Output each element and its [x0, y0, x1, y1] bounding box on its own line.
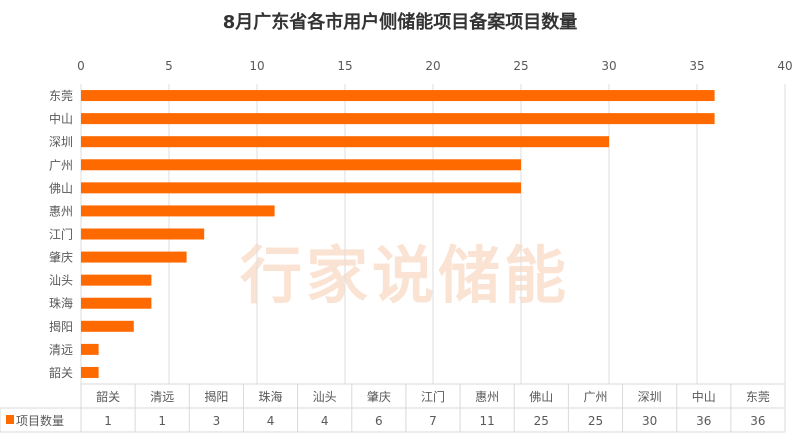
table-category: 东莞 — [746, 390, 770, 404]
y-tick-label: 东莞 — [49, 89, 73, 103]
bar-韶关 — [81, 366, 99, 378]
table-value: 25 — [588, 414, 603, 428]
y-tick-label: 汕头 — [49, 274, 73, 288]
legend-swatch — [6, 415, 14, 424]
y-tick-label: 佛山 — [49, 181, 73, 195]
bar-清远 — [81, 343, 99, 355]
table-category: 广州 — [583, 390, 607, 404]
bar-东莞 — [81, 90, 715, 102]
bar-珠海 — [81, 297, 152, 309]
x-tick-label: 15 — [337, 59, 352, 73]
table-value: 30 — [642, 414, 657, 428]
x-tick-label: 0 — [77, 59, 85, 73]
x-tick-label: 10 — [249, 59, 264, 73]
y-tick-label: 揭阳 — [49, 319, 73, 334]
x-tick-label: 25 — [513, 59, 528, 73]
bar-佛山 — [81, 182, 521, 194]
y-tick-label: 韶关 — [49, 365, 73, 380]
x-tick-label: 30 — [601, 59, 616, 73]
table-value: 4 — [321, 414, 329, 428]
legend-label: 项目数量 — [16, 413, 64, 428]
watermark: 行家说储能 — [240, 239, 571, 312]
table-value: 4 — [267, 414, 275, 428]
table-category: 清远 — [150, 390, 174, 404]
table-value: 36 — [750, 414, 765, 428]
table-value: 1 — [104, 414, 112, 428]
bar-汕头 — [81, 274, 152, 286]
bar-广州 — [81, 159, 521, 171]
table-category: 中山 — [692, 389, 716, 404]
y-tick-label: 江门 — [49, 227, 73, 242]
table-value: 36 — [696, 414, 711, 428]
x-tick-label: 40 — [777, 59, 792, 73]
table-category: 深圳 — [638, 390, 662, 404]
bar-中山 — [81, 113, 715, 125]
y-tick-label: 广州 — [49, 158, 73, 172]
bar-江门 — [81, 228, 205, 240]
table-category: 珠海 — [259, 389, 283, 404]
y-tick-label: 珠海 — [49, 296, 73, 311]
bar-肇庆 — [81, 251, 187, 263]
table-value: 6 — [375, 414, 383, 428]
table-category: 惠州 — [475, 390, 499, 404]
bar-揭阳 — [81, 320, 134, 332]
bar-惠州 — [81, 205, 275, 217]
y-tick-label: 清远 — [49, 343, 73, 357]
table-value: 7 — [429, 414, 437, 428]
y-tick-label: 中山 — [49, 111, 73, 126]
table-category: 揭阳 — [204, 389, 228, 404]
table-value: 25 — [534, 414, 549, 428]
table-category: 佛山 — [529, 390, 553, 404]
table-category: 汕头 — [313, 390, 337, 404]
table-value: 1 — [158, 414, 166, 428]
y-tick-label: 惠州 — [49, 204, 73, 218]
bar-深圳 — [81, 136, 609, 148]
x-tick-label: 5 — [165, 59, 173, 73]
x-tick-label: 35 — [689, 59, 704, 73]
table-category: 肇庆 — [367, 389, 391, 404]
y-tick-label: 肇庆 — [49, 250, 73, 265]
x-tick-label: 20 — [425, 59, 440, 73]
y-tick-label: 深圳 — [49, 135, 73, 149]
chart-title: 8月广东省各市用户侧储能项目备案项目数量 — [222, 12, 578, 33]
table-value: 3 — [213, 414, 221, 428]
table-category: 江门 — [421, 389, 445, 404]
table-value: 11 — [480, 414, 495, 428]
table-category: 韶关 — [96, 389, 120, 404]
